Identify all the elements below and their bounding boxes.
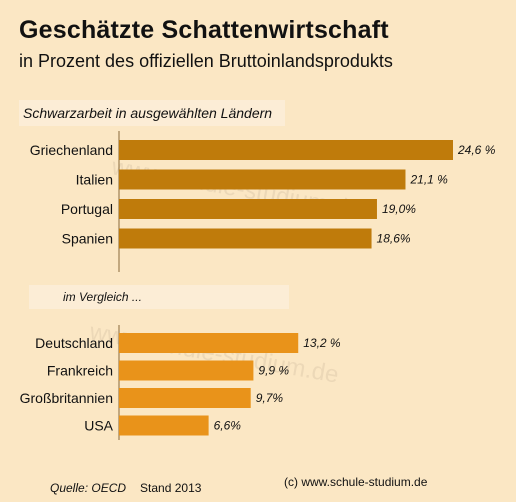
value-label: 19,0% — [382, 202, 416, 216]
bar-deutschland — [119, 333, 299, 353]
category-label: Portugal — [61, 201, 113, 217]
category-label: Frankreich — [47, 363, 113, 379]
bar-frankreich — [119, 360, 254, 381]
bar-usa — [119, 415, 209, 436]
bar-italien — [119, 169, 406, 190]
category-label: Spanien — [62, 231, 113, 247]
bar-griechenland — [119, 140, 453, 160]
category-label: Griechenland — [30, 142, 113, 158]
category-label: Italien — [76, 172, 113, 188]
bar-großbritannien — [119, 388, 251, 408]
value-label: 18,6% — [377, 232, 411, 246]
category-label: Deutschland — [35, 335, 113, 351]
copyright-text: (c) www.schule-studium.de — [284, 475, 428, 489]
value-label: 24,6 % — [457, 143, 496, 157]
value-label: 21,1 % — [409, 173, 448, 187]
source-text: Quelle: OECD — [50, 481, 127, 495]
value-label: 6,6% — [214, 419, 242, 433]
chart-title: Geschätzte Schattenwirtschaft — [19, 16, 389, 44]
bar-portugal — [119, 199, 377, 219]
bar-spanien — [119, 228, 372, 249]
section-label-comparison: im Vergleich ... — [29, 285, 289, 309]
source-note: Quelle: OECD Stand 2013 — [50, 481, 201, 495]
category-label: Großbritannien — [20, 390, 113, 406]
chart-subtitle: in Prozent des offiziellen Bruttoinlands… — [19, 51, 393, 71]
category-label: USA — [84, 418, 113, 434]
section-label-countries: Schwarzarbeit in ausgewählten Ländern — [19, 100, 285, 126]
stand-text: Stand 2013 — [140, 481, 202, 495]
value-label: 13,2 % — [303, 336, 341, 350]
value-label: 9,7% — [256, 391, 284, 405]
value-label: 9,9 % — [258, 364, 289, 378]
